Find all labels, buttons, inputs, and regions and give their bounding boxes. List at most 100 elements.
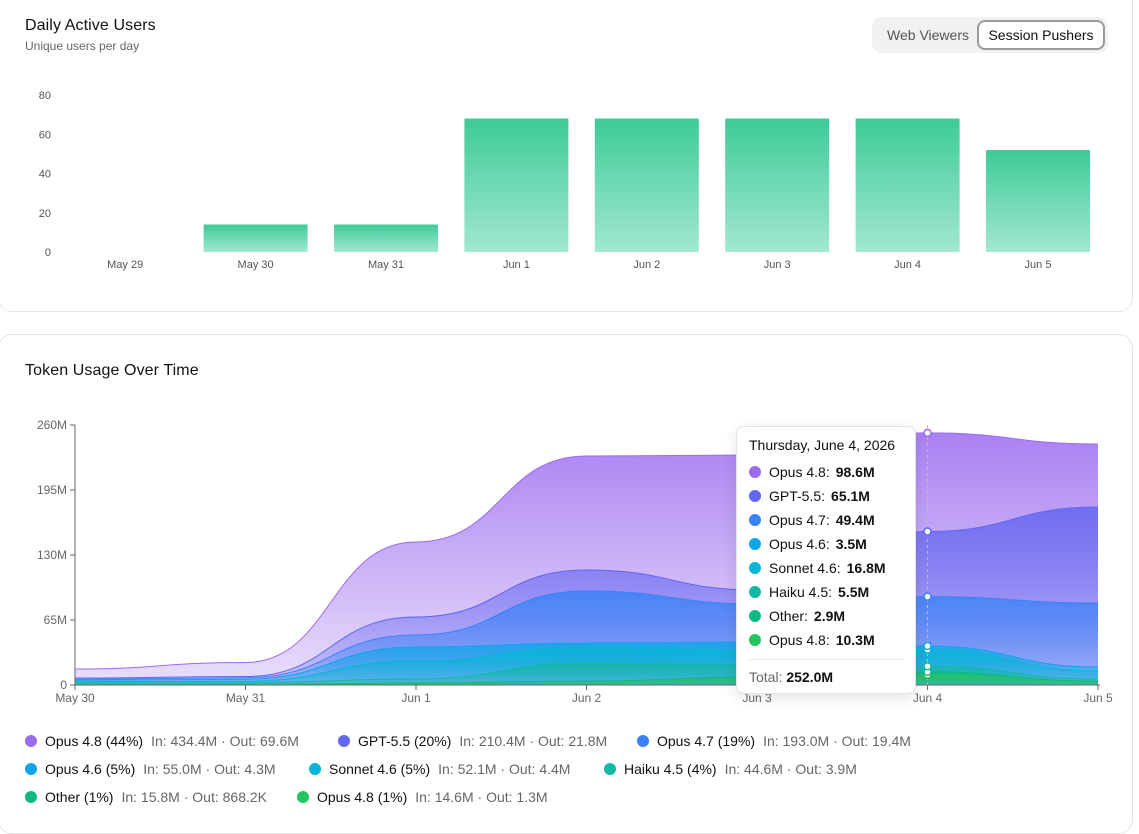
y-tick-label: 0 — [45, 247, 51, 259]
x-tick-label: Jun 4 — [913, 691, 943, 705]
tooltip-series-name: Opus 4.6 — [769, 536, 826, 552]
legend-dot-icon — [637, 735, 649, 747]
tooltip-series-value: 65.1M — [831, 488, 870, 504]
dau-bar[interactable] — [725, 118, 830, 252]
series-dot-icon — [749, 586, 761, 598]
legend-item[interactable]: Sonnet 4.6 (5%) In: 52.1M · Out: 4.4M — [309, 759, 570, 779]
tooltip-row: GPT-5.5:65.1M — [749, 486, 870, 506]
legend-label: Sonnet 4.6 (5%) — [329, 761, 431, 777]
tooltip-series-value: 49.4M — [835, 512, 875, 528]
web-viewers-button[interactable]: Web Viewers — [887, 27, 969, 43]
legend-io-stats: In: 15.8M · Out: 868.2K — [121, 789, 267, 805]
legend-label: Haiku 4.5 (4%) — [624, 761, 717, 777]
tooltip-series-name: Other — [769, 608, 805, 624]
hover-point[interactable] — [923, 662, 932, 671]
dau-bar-chart: 0 20 40 60 80 May 29 May 30 May 31 Jun 1 Jun 2 Jun… — [39, 90, 1090, 271]
legend-dot-icon — [297, 791, 309, 803]
dau-bar[interactable] — [594, 118, 699, 252]
tooltip-row: Opus 4.8:10.3M — [749, 630, 875, 650]
legend-item[interactable]: GPT-5.5 (20%) In: 210.4M · Out: 21.8M — [338, 731, 607, 751]
tooltip-series-value: 98.6M — [835, 464, 875, 480]
legend-dot-icon — [25, 763, 37, 775]
hover-point[interactable] — [923, 592, 932, 601]
y-tick-label: 40 — [39, 169, 51, 181]
y-tick-label: 65M — [44, 613, 67, 627]
x-tick-label: Jun 5 — [1025, 259, 1052, 271]
dau-bar[interactable] — [855, 118, 960, 252]
tooltip-row: Other:2.9M — [749, 606, 845, 626]
y-tick-label: 130M — [37, 548, 67, 562]
hover-point[interactable] — [923, 428, 932, 438]
tooltip-date: Thursday, June 4, 2026 — [749, 437, 896, 453]
legend-item[interactable]: Other (1%) In: 15.8M · Out: 868.2K — [25, 787, 267, 807]
legend-label: Other (1%) — [45, 789, 114, 805]
x-tick-label: Jun 2 — [633, 259, 660, 271]
dau-bar[interactable] — [334, 224, 438, 252]
y-tick-label: 20 — [39, 208, 51, 220]
x-tick-label: Jun 2 — [572, 691, 602, 705]
x-tick-label: Jun 1 — [401, 691, 431, 705]
series-dot-icon — [749, 562, 761, 574]
legend-item[interactable]: Opus 4.8 (44%) In: 434.4M · Out: 69.6M — [25, 731, 299, 751]
legend-io-stats: In: 44.6M · Out: 3.9M — [724, 761, 857, 777]
token-usage-title: Token Usage Over Time — [25, 362, 199, 379]
legend-io-stats: In: 210.4M · Out: 21.8M — [459, 733, 608, 749]
legend-dot-icon — [309, 763, 321, 775]
tooltip-total-value: 252.0M — [786, 669, 834, 685]
legend-item[interactable]: Opus 4.7 (19%) In: 193.0M · Out: 19.4M — [637, 731, 911, 751]
series-dot-icon — [749, 466, 761, 478]
tooltip-series-value: 5.5M — [838, 584, 870, 600]
dau-title: Daily Active Users — [25, 17, 156, 34]
tooltip-series-value: 2.9M — [813, 608, 846, 624]
legend-dot-icon — [338, 735, 350, 747]
tooltip-series-value: 3.5M — [835, 536, 867, 552]
tooltip-series-name: GPT-5.5 — [769, 488, 822, 504]
legend-io-stats: In: 193.0M · Out: 19.4M — [763, 733, 911, 749]
legend-item[interactable]: Opus 4.6 (5%) In: 55.0M · Out: 4.3M — [25, 759, 276, 779]
dau-bar[interactable] — [986, 149, 1090, 252]
tooltip-row: Sonnet 4.6:16.8M — [749, 558, 886, 578]
series-dot-icon — [749, 634, 761, 646]
viewer-type-toggle: Web Viewers Session Pushers — [872, 17, 1108, 53]
legend-label: Opus 4.7 (19%) — [657, 733, 756, 749]
series-dot-icon — [749, 490, 761, 502]
x-tick-label: Jun 3 — [764, 259, 791, 271]
dau-bar[interactable] — [203, 224, 308, 252]
tooltip-series-name: Opus 4.8 — [769, 632, 826, 648]
legend-label: Opus 4.8 (44%) — [45, 733, 144, 749]
hover-point[interactable] — [923, 527, 932, 536]
y-tick-label: 260M — [37, 418, 67, 432]
tooltip-series-value: 16.8M — [846, 560, 886, 576]
tooltip-series-name: Sonnet 4.6 — [769, 560, 837, 576]
tooltip-series-name: Opus 4.7 — [769, 512, 826, 528]
legend-dot-icon — [604, 763, 616, 775]
session-pushers-button[interactable]: Session Pushers — [977, 20, 1105, 50]
legend-dot-icon — [25, 735, 37, 747]
y-tick-label: 80 — [39, 90, 51, 102]
y-tick-label: 0 — [60, 678, 67, 692]
tooltip-row: Opus 4.7:49.4M — [749, 510, 875, 530]
x-tick-label: Jun 5 — [1083, 691, 1113, 705]
x-tick-label: Jun 1 — [503, 259, 530, 271]
token-usage-area-chart: 0 65M 130M 195M 260M May 30 May 31 Jun 1 Jun 2 Ju… — [37, 418, 1113, 705]
series-dot-icon — [749, 514, 761, 526]
legend-item[interactable]: Haiku 4.5 (4%) In: 44.6M · Out: 3.9M — [604, 759, 857, 779]
x-tick-label: Jun 3 — [742, 691, 772, 705]
legend-io-stats: In: 434.4M · Out: 69.6M — [151, 733, 299, 749]
tooltip-series-name: Opus 4.8 — [769, 464, 826, 480]
tooltip-series-value: 10.3M — [835, 632, 875, 648]
tooltip-total: Total: 252.0M — [749, 669, 833, 685]
x-tick-label: May 30 — [55, 691, 95, 705]
series-dot-icon — [749, 538, 761, 550]
y-tick-label: 60 — [39, 129, 51, 141]
x-tick-label: May 29 — [107, 259, 143, 271]
legend-item[interactable]: Opus 4.8 (1%) In: 14.6M · Out: 1.3M — [297, 787, 548, 807]
legend-label: Opus 4.6 (5%) — [45, 761, 136, 777]
x-tick-label: May 31 — [368, 259, 404, 271]
x-tick-label: May 31 — [226, 691, 266, 705]
tooltip-row: Opus 4.6:3.5M — [749, 534, 867, 554]
legend-io-stats: In: 52.1M · Out: 4.4M — [438, 761, 571, 777]
dau-subtitle: Unique users per day — [25, 39, 140, 53]
dau-bar[interactable] — [464, 118, 569, 252]
hover-point[interactable] — [923, 641, 932, 651]
